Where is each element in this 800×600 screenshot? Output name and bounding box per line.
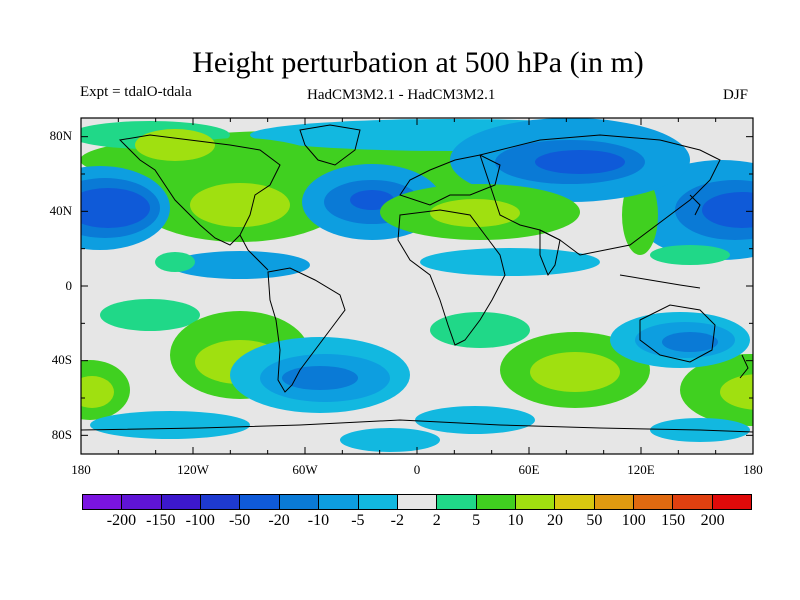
colorbar-label: 10 (507, 512, 524, 529)
coastline (267, 267, 346, 393)
south-west-pacific-high (720, 374, 753, 410)
coastline (479, 134, 721, 256)
south-african-low (430, 312, 530, 348)
colorbar-box (161, 495, 202, 509)
south-pacific-high (100, 299, 200, 331)
colorbar-label: 50 (586, 512, 603, 529)
south-west-pacific-high (680, 354, 753, 426)
east-pacific-low (81, 188, 150, 228)
colorbar-box (122, 495, 162, 509)
coastline (689, 194, 701, 216)
x-label-120w: 120W (177, 462, 209, 477)
colorbar-box (358, 495, 398, 509)
colorbar-box (240, 495, 280, 509)
tropical-band (650, 245, 730, 265)
tropical-band (420, 248, 600, 276)
colorbar-label: 20 (546, 512, 563, 529)
antarctic-band (340, 428, 440, 452)
colorbar-label: 200 (700, 512, 725, 529)
colorbar-box (201, 495, 241, 509)
colorbar-label: -50 (228, 512, 251, 529)
south-atlantic-low (282, 366, 358, 390)
coastline (619, 274, 701, 289)
mediterranean-high (430, 199, 520, 227)
colorbar-box (634, 495, 674, 509)
coastline (539, 229, 561, 277)
colorbar-box (476, 495, 516, 509)
colorbar-box (555, 495, 595, 509)
colorbar-box (594, 495, 635, 509)
colorbar-label: -10 (307, 512, 330, 529)
colorbar-box (515, 495, 556, 509)
colorbar-label: 100 (621, 512, 646, 529)
coastline (399, 154, 501, 206)
colorbar-box (673, 495, 713, 509)
colorbar-label: 2 (432, 512, 441, 529)
colorbar-box (83, 495, 123, 509)
colorbar-label: -20 (268, 512, 290, 529)
season-label: DJF (723, 87, 749, 103)
tropical-band (170, 251, 310, 279)
colorbar-box (319, 495, 359, 509)
coastlines (81, 124, 753, 433)
colorbar-label: -5 (351, 512, 365, 529)
coastline (81, 419, 753, 433)
colorbar-label: -150 (146, 512, 176, 529)
coastline (397, 209, 506, 346)
y-label-80n: 80N (49, 128, 72, 143)
coastline (239, 234, 269, 271)
y-label-40s: 40S (51, 352, 72, 367)
south-east-pacific-low (81, 376, 114, 408)
colorbar-label: -100 (185, 512, 215, 529)
field-contours (81, 118, 753, 454)
y-label-40n: 40N (49, 203, 72, 218)
north-america-high (190, 183, 290, 227)
colorbar-label: 5 (472, 512, 481, 529)
antarctic-band (415, 406, 535, 434)
colorbar-box (279, 495, 320, 509)
x-label-180e: 180 (743, 462, 763, 477)
coastline (639, 304, 716, 363)
x-label-60e: 60E (518, 462, 540, 477)
siberian-low (535, 150, 625, 174)
antarctic-band (90, 411, 250, 439)
colorbar-box (397, 495, 438, 509)
coastline (299, 124, 361, 166)
coastline (739, 354, 749, 379)
plot-title: Height perturbation at 500 hPa (in m) (192, 46, 644, 79)
tropical-band (155, 252, 195, 272)
colorbar (82, 494, 752, 510)
colorbar-label: 150 (661, 512, 686, 529)
south-indian-high (530, 352, 620, 392)
axis-ticks (80, 118, 754, 454)
colorbar-label: -2 (390, 512, 404, 529)
experiment-label: Expt = tdalO-tdala (80, 84, 192, 100)
x-label-0: 0 (413, 462, 421, 477)
x-label-60w: 60W (292, 462, 318, 477)
north-america-high (135, 129, 215, 161)
y-label-80s: 80S (51, 427, 72, 442)
north-pacific-low (702, 192, 753, 228)
y-label-0: 0 (65, 278, 73, 293)
colorbar-box (437, 495, 477, 509)
model-label: HadCM3M2.1 - HadCM3M2.1 (307, 87, 496, 103)
australia-low (662, 332, 718, 352)
x-label-120e: 120E (627, 462, 655, 477)
north-atlantic-low (350, 190, 394, 210)
colorbar-box (712, 495, 752, 509)
colorbar-label: -200 (106, 512, 137, 529)
x-label-180w: 180 (71, 462, 91, 477)
